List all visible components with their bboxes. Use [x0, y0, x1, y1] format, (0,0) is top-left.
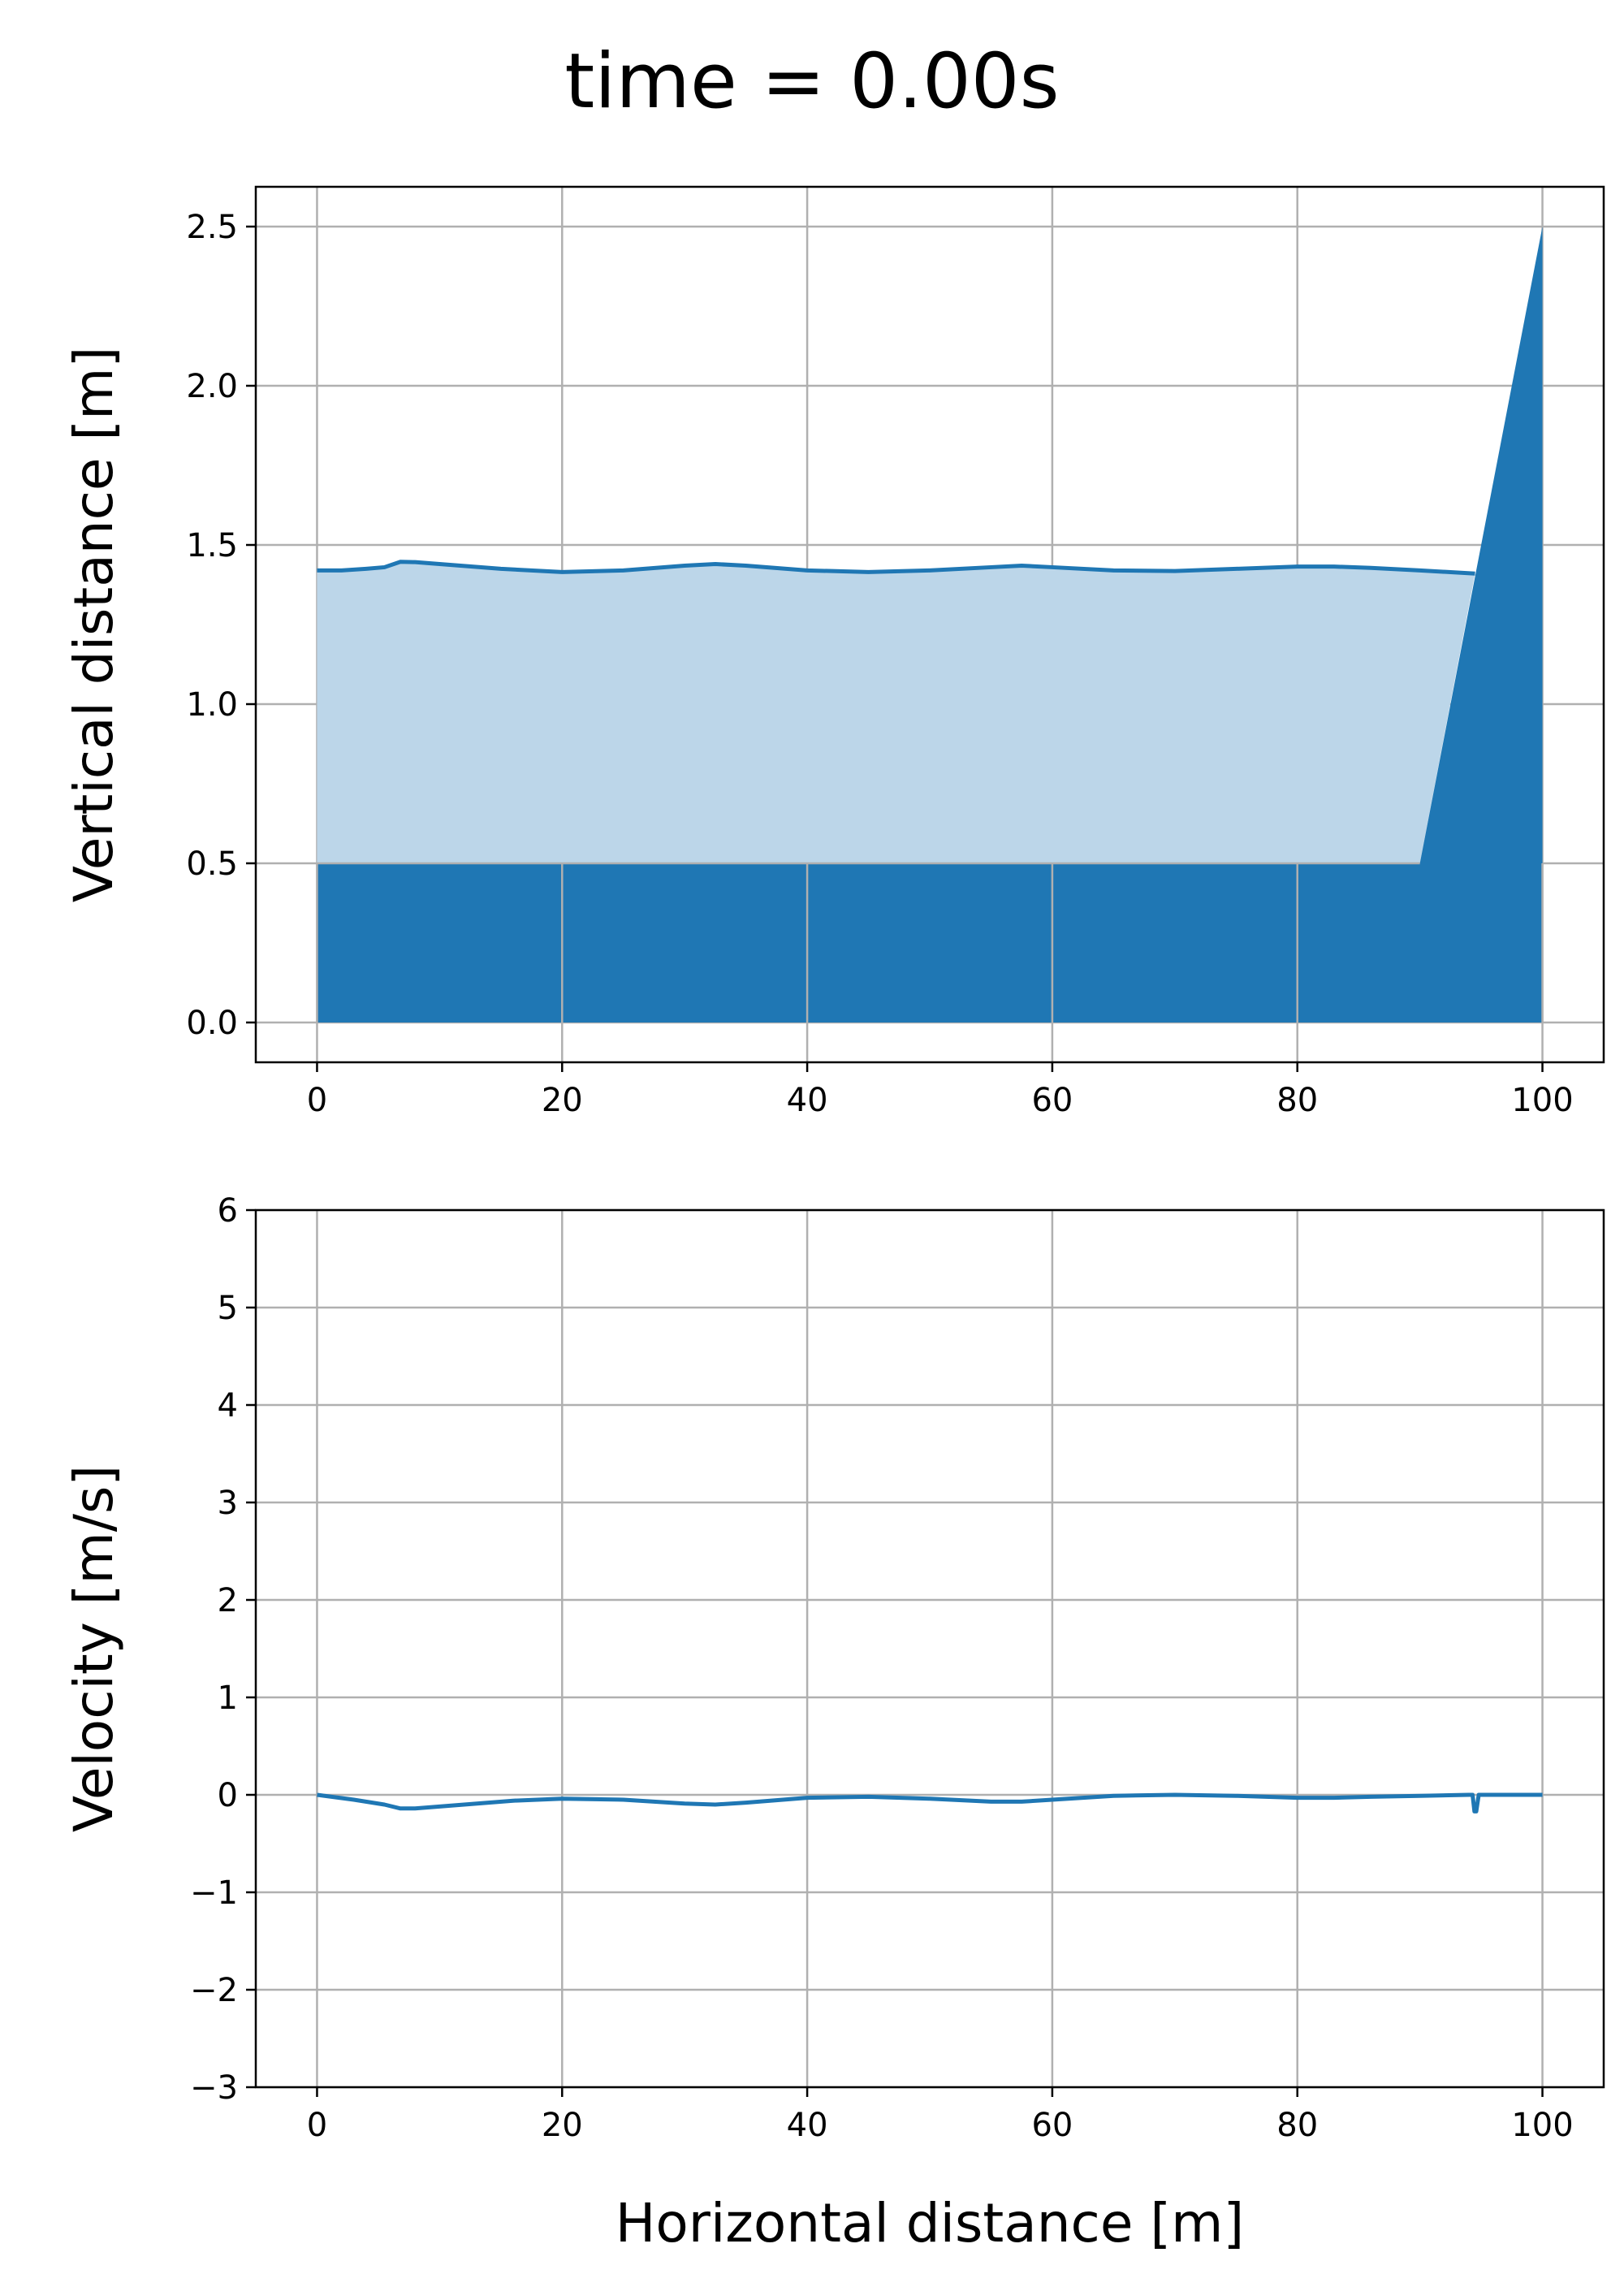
- y-tick-label: 3: [218, 1485, 238, 1522]
- surface-profile-plot: 0 20 40 60 80 100 0.0 0.5 1.0 1.5 2.0 2.5 Vertical d…: [63, 185, 1605, 1119]
- y-tick-label: 0.5: [186, 845, 238, 883]
- water-surface-line: [317, 560, 1475, 576]
- x-tick-label: 80: [1276, 1082, 1318, 1119]
- x-tick-label: 60: [1031, 1082, 1073, 1119]
- velocity-plot: 0 20 40 60 80 100 −3 −2 −1 0 1 2 3 4 5 6 Velocity [m/s] H…: [63, 1192, 1605, 2255]
- y-tick-label: 5: [218, 1290, 238, 1327]
- x-tick-label: 60: [1031, 2107, 1073, 2144]
- axes-frame: [254, 1208, 1605, 2089]
- y-tick-label: −3: [190, 2069, 238, 2107]
- x-tick-label: 100: [1511, 2107, 1573, 2144]
- x-tick-label: 100: [1511, 1082, 1573, 1119]
- x-tick-label: 20: [542, 1082, 583, 1119]
- x-tick-label: 40: [787, 1082, 828, 1119]
- grid: [256, 1208, 1604, 2089]
- y-tick-label: 0: [218, 1777, 238, 1814]
- figure-title: time = 0.00s: [564, 37, 1059, 126]
- velocity-line: [317, 1792, 1543, 1814]
- x-tick-label: 80: [1276, 2107, 1318, 2144]
- y-tick-label: −1: [190, 1874, 238, 1912]
- y-tick-label: 1.5: [186, 527, 238, 564]
- y-axis-label: Vertical distance [m]: [63, 347, 125, 902]
- y-tick-label: 6: [218, 1192, 238, 1230]
- y-axis-label: Velocity [m/s]: [63, 1465, 125, 1832]
- y-tick-label: −2: [190, 1972, 238, 2009]
- y-tick-label: 2.0: [186, 368, 238, 405]
- x-tick-label: 40: [787, 2107, 828, 2144]
- x-axis-label: Horizontal distance [m]: [615, 2192, 1244, 2255]
- y-tick-label: 2: [218, 1582, 238, 1619]
- y-tick-label: 4: [218, 1387, 238, 1424]
- x-tick-label: 20: [542, 2107, 583, 2144]
- x-tick-label: 0: [307, 1082, 327, 1119]
- y-tick-label: 2.5: [186, 209, 238, 246]
- y-tick-label: 1.0: [186, 686, 238, 724]
- water-fill: [317, 561, 1475, 863]
- y-tick-label: 1: [218, 1680, 238, 1717]
- grid-over-ground: [316, 862, 1544, 1022]
- x-tick-label: 0: [307, 2107, 327, 2144]
- axes-frame: [254, 185, 1605, 1064]
- y-tick-label: 0.0: [186, 1005, 238, 1042]
